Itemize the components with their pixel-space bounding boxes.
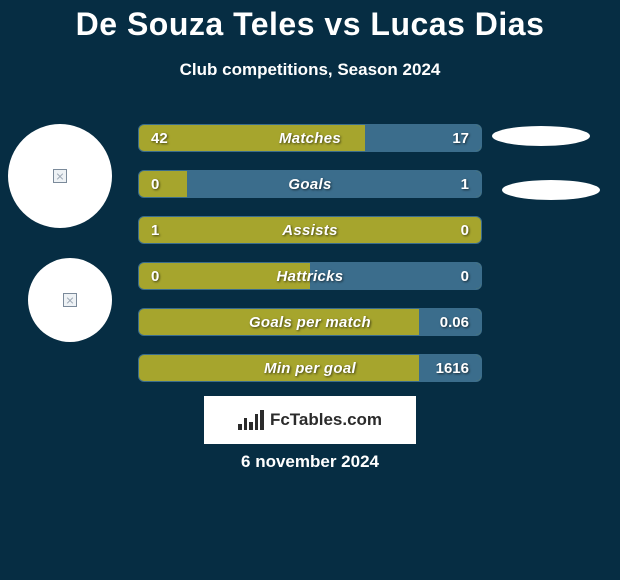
stat-row: 0Hattricks0 (138, 262, 482, 290)
stat-row: 1Assists0 (138, 216, 482, 244)
stat-right-value: 0 (461, 263, 469, 289)
decor-ellipse (492, 126, 590, 146)
page-subtitle: Club competitions, Season 2024 (0, 60, 620, 80)
stat-label: Min per goal (139, 355, 481, 381)
page-title: De Souza Teles vs Lucas Dias (0, 6, 620, 43)
stat-right-value: 1616 (436, 355, 469, 381)
stat-label: Assists (139, 217, 481, 243)
missing-image-icon (63, 293, 77, 307)
stat-right-value: 17 (452, 125, 469, 151)
player2-avatar (28, 258, 112, 342)
watermark-text: FcTables.com (270, 410, 382, 430)
stat-row: 42Matches17 (138, 124, 482, 152)
stat-right-value: 0 (461, 217, 469, 243)
stat-row: Min per goal1616 (138, 354, 482, 382)
stat-label: Hattricks (139, 263, 481, 289)
watermark-chart-icon (238, 410, 264, 430)
stat-label: Goals (139, 171, 481, 197)
watermark: FcTables.com (204, 396, 416, 444)
stat-row: 0Goals1 (138, 170, 482, 198)
comparison-bars: 42Matches170Goals11Assists00Hattricks0Go… (138, 124, 482, 400)
stat-label: Matches (139, 125, 481, 151)
stat-right-value: 1 (461, 171, 469, 197)
missing-image-icon (53, 169, 67, 183)
stat-label: Goals per match (139, 309, 481, 335)
decor-ellipse (502, 180, 600, 200)
stat-right-value: 0.06 (440, 309, 469, 335)
page-date: 6 november 2024 (0, 452, 620, 472)
player1-avatar (8, 124, 112, 228)
stat-row: Goals per match0.06 (138, 308, 482, 336)
